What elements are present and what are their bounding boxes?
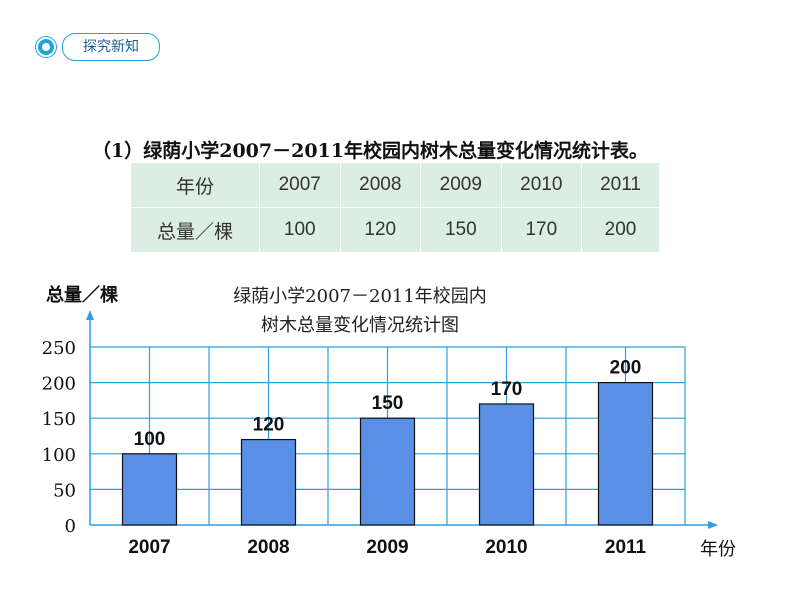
y-axis-label: 总量／棵	[46, 285, 118, 306]
row-header-year: 年份	[130, 162, 260, 208]
bar	[121, 453, 178, 526]
bar-value-label: 200	[610, 358, 642, 379]
x-tick-label: 2009	[366, 537, 408, 558]
row-header-total: 总量／棵	[130, 207, 260, 253]
table-cell: 150	[420, 207, 502, 253]
y-tick-label: 200	[42, 374, 76, 395]
table-cell: 2011	[581, 162, 660, 208]
chart-title: 绿荫小学2007－2011年校园内 树木总量变化情况统计图	[190, 282, 530, 340]
chart-title-line-2: 树木总量变化情况统计图	[261, 315, 459, 336]
section-marker-icon	[36, 37, 56, 57]
bar	[478, 403, 535, 526]
x-tick-label: 2011	[605, 537, 647, 558]
bar-value-label: 150	[372, 393, 404, 414]
table-cell: 200	[581, 207, 660, 253]
bar-value-label: 120	[253, 415, 285, 436]
table-row: 年份 2007 2008 2009 2010 2011	[130, 162, 660, 208]
bar	[597, 382, 654, 526]
x-axis-arrow-icon	[708, 521, 718, 529]
bar-value-label: 170	[491, 379, 523, 400]
bar	[240, 438, 297, 526]
y-tick-label: 50	[53, 480, 76, 501]
bar	[359, 417, 416, 526]
table-cell: 2009	[420, 162, 502, 208]
table-cell: 170	[500, 207, 583, 253]
y-tick-label: 250	[42, 338, 76, 359]
x-tick-label: 2007	[128, 537, 170, 558]
table-cell: 2010	[500, 162, 583, 208]
y-tick-label: 100	[42, 445, 76, 466]
y-axis-arrow-icon	[86, 310, 94, 320]
chart-title-line-1: 绿荫小学2007－2011年校园内	[233, 286, 487, 307]
y-tick-label: 150	[42, 409, 76, 430]
table-cell: 100	[259, 207, 341, 253]
table-title: （1）绿荫小学2007－2011年校园内树木总量变化情况统计表。	[92, 140, 648, 162]
x-axis-label: 年份	[700, 539, 736, 560]
section-badge: 探究新知	[62, 33, 160, 61]
x-tick-label: 2008	[247, 537, 289, 558]
statistics-table: 年份 2007 2008 2009 2010 2011 总量／棵 100 120…	[130, 162, 660, 253]
bar-value-label: 100	[134, 429, 166, 450]
table-cell: 120	[339, 207, 422, 253]
x-tick-label: 2010	[485, 537, 527, 558]
table-row: 总量／棵 100 120 150 170 200	[130, 207, 660, 253]
y-tick-label: 0	[65, 516, 76, 537]
table-cell: 2008	[339, 162, 422, 208]
